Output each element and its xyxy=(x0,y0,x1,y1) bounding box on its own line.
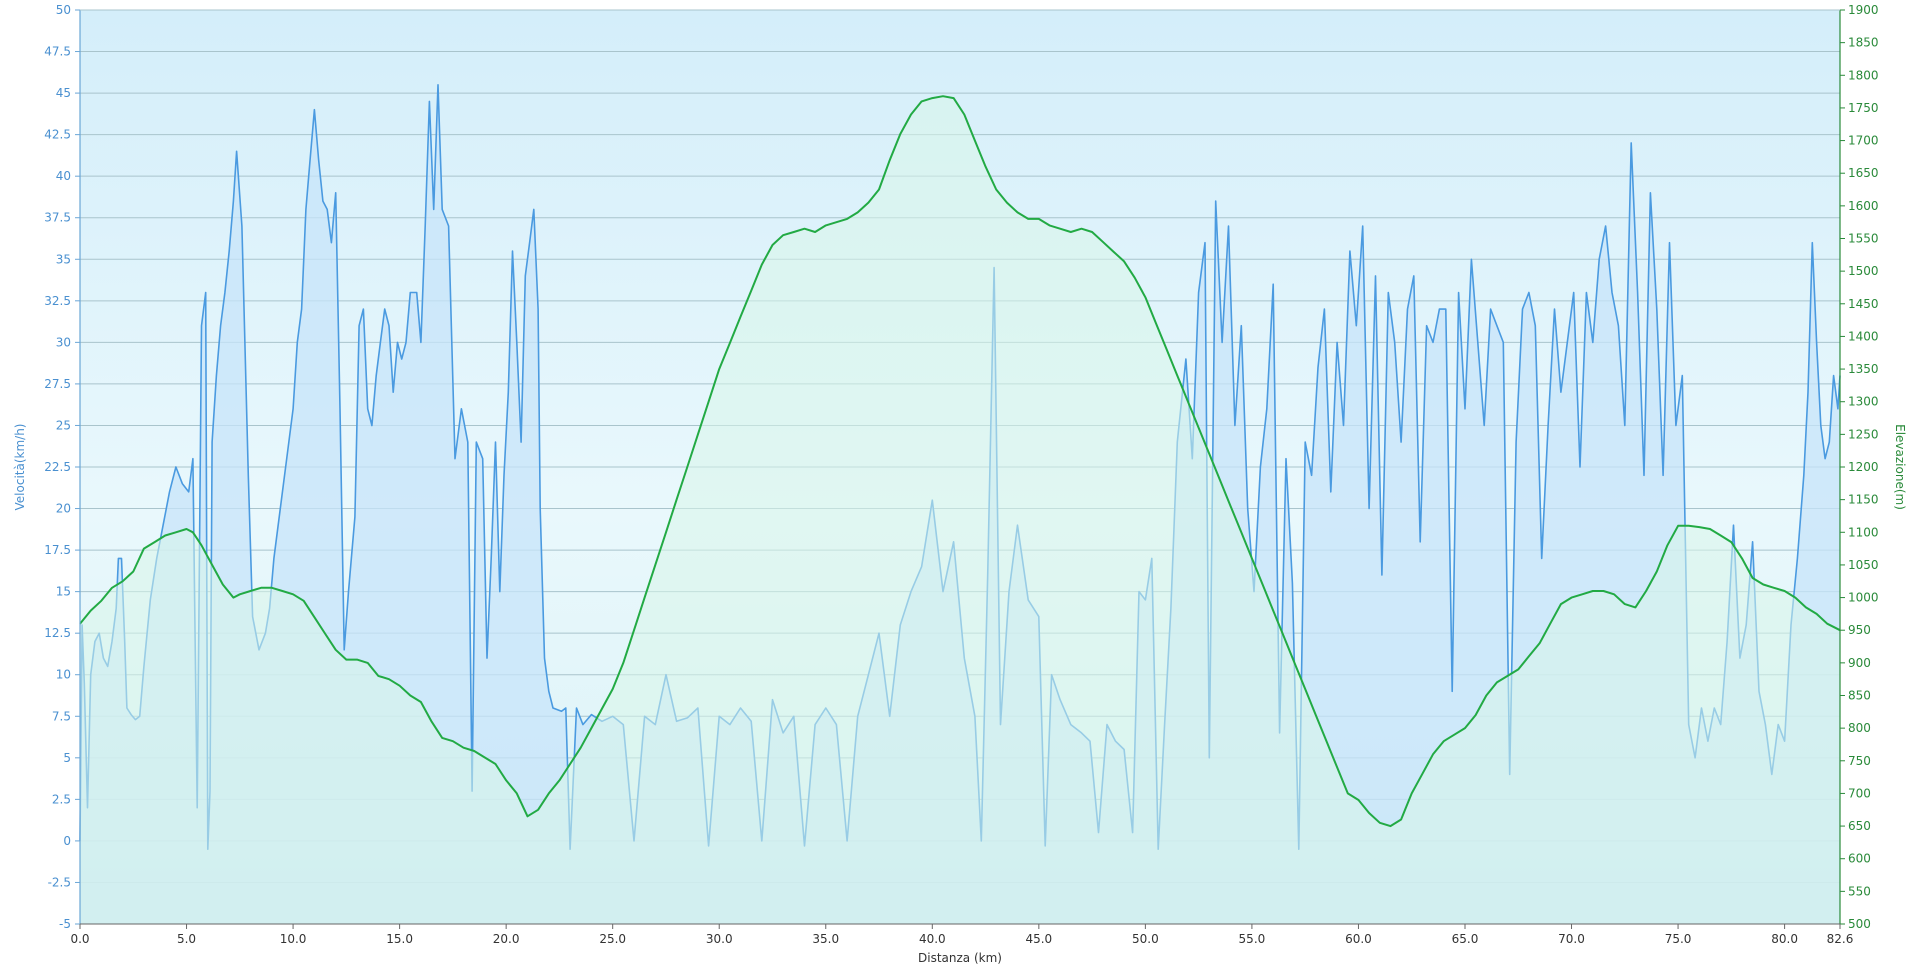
x-tick-label: 0.0 xyxy=(70,932,89,946)
left-axis-ticks: -5 -2.5 0 2.5 5 7.5 10 12.5 15 17.5 20 22.5 25 27.5 30… xyxy=(44,3,80,931)
left-axis-title: Velocità(km/h) xyxy=(13,424,27,511)
right-tick-label: 1000 xyxy=(1848,591,1879,605)
left-tick-label: 50 xyxy=(56,3,71,17)
right-axis-ticks: 500 550 600 650 700 750 800 850 900 950 1000 1050 11… xyxy=(1840,3,1879,931)
x-tick-label: 60.0 xyxy=(1345,932,1372,946)
x-axis-ticks: 0.0 5.0 10.0 15.0 20.0 25.0 30.0 35.0 40.0 45.0 50… xyxy=(70,924,1853,946)
x-tick-label: 50.0 xyxy=(1132,932,1159,946)
left-tick-label: -5 xyxy=(59,917,71,931)
right-tick-label: 1400 xyxy=(1848,329,1879,343)
x-tick-label: 40.0 xyxy=(919,932,946,946)
right-tick-label: 1600 xyxy=(1848,199,1879,213)
left-tick-label: -2.5 xyxy=(48,875,71,889)
x-tick-label: 82.6 xyxy=(1827,932,1854,946)
left-tick-label: 7.5 xyxy=(52,709,71,723)
left-tick-label: 0 xyxy=(63,834,71,848)
right-tick-label: 1700 xyxy=(1848,134,1879,148)
x-tick-label: 70.0 xyxy=(1558,932,1585,946)
right-tick-label: 550 xyxy=(1848,884,1871,898)
right-tick-label: 1850 xyxy=(1848,36,1879,50)
right-tick-label: 900 xyxy=(1848,656,1871,670)
x-tick-label: 35.0 xyxy=(812,932,839,946)
right-tick-label: 1250 xyxy=(1848,427,1879,441)
right-tick-label: 1200 xyxy=(1848,460,1879,474)
left-tick-label: 45 xyxy=(56,86,71,100)
x-tick-label: 65.0 xyxy=(1452,932,1479,946)
x-tick-label: 80.0 xyxy=(1771,932,1798,946)
x-tick-label: 5.0 xyxy=(177,932,196,946)
x-axis-title: Distanza (km) xyxy=(918,951,1002,965)
right-axis-title: Elevazione(m) xyxy=(1893,424,1907,510)
right-tick-label: 850 xyxy=(1848,689,1871,703)
left-tick-label: 40 xyxy=(56,169,71,183)
left-tick-label: 27.5 xyxy=(44,377,71,391)
right-tick-label: 1800 xyxy=(1848,68,1879,82)
right-tick-label: 1500 xyxy=(1848,264,1879,278)
right-tick-label: 1050 xyxy=(1848,558,1879,572)
right-tick-label: 1550 xyxy=(1848,232,1879,246)
right-tick-label: 1100 xyxy=(1848,525,1879,539)
left-tick-label: 32.5 xyxy=(44,294,71,308)
x-tick-label: 25.0 xyxy=(599,932,626,946)
x-tick-label: 55.0 xyxy=(1239,932,1266,946)
elevation-line xyxy=(79,95,1841,828)
x-tick-label: 30.0 xyxy=(706,932,733,946)
speed-fill xyxy=(80,84,1840,925)
right-tick-label: 500 xyxy=(1848,917,1871,931)
right-tick-label: 1300 xyxy=(1848,395,1879,409)
right-tick-label: 1150 xyxy=(1848,493,1879,507)
right-tick-label: 950 xyxy=(1848,623,1871,637)
right-tick-label: 1450 xyxy=(1848,297,1879,311)
left-tick-label: 10 xyxy=(56,668,71,682)
x-tick-label: 75.0 xyxy=(1665,932,1692,946)
right-tick-label: 600 xyxy=(1848,852,1871,866)
left-tick-label: 30 xyxy=(56,335,71,349)
left-tick-label: 12.5 xyxy=(44,626,71,640)
right-tick-label: 1900 xyxy=(1848,3,1879,17)
left-tick-label: 5 xyxy=(63,751,71,765)
right-tick-label: 750 xyxy=(1848,754,1871,768)
left-tick-label: 35 xyxy=(56,252,71,266)
right-tick-label: 650 xyxy=(1848,819,1871,833)
right-tick-label: 1650 xyxy=(1848,166,1879,180)
x-tick-label: 10.0 xyxy=(280,932,307,946)
x-tick-label: 45.0 xyxy=(1025,932,1052,946)
right-tick-label: 800 xyxy=(1848,721,1871,735)
right-tick-label: 1350 xyxy=(1848,362,1879,376)
elevation-series-area xyxy=(79,95,1841,924)
left-tick-label: 42.5 xyxy=(44,128,71,142)
left-tick-label: 37.5 xyxy=(44,211,71,225)
left-tick-label: 2.5 xyxy=(52,792,71,806)
left-tick-label: 22.5 xyxy=(44,460,71,474)
elevation-fill xyxy=(80,96,1840,924)
left-tick-label: 25 xyxy=(56,418,71,432)
x-tick-label: 15.0 xyxy=(386,932,413,946)
right-tick-label: 1750 xyxy=(1848,101,1879,115)
left-tick-label: 20 xyxy=(56,502,71,516)
left-tick-label: 47.5 xyxy=(44,45,71,59)
left-tick-label: 17.5 xyxy=(44,543,71,557)
left-tick-label: 15 xyxy=(56,585,71,599)
right-tick-label: 700 xyxy=(1848,786,1871,800)
x-tick-label: 20.0 xyxy=(493,932,520,946)
